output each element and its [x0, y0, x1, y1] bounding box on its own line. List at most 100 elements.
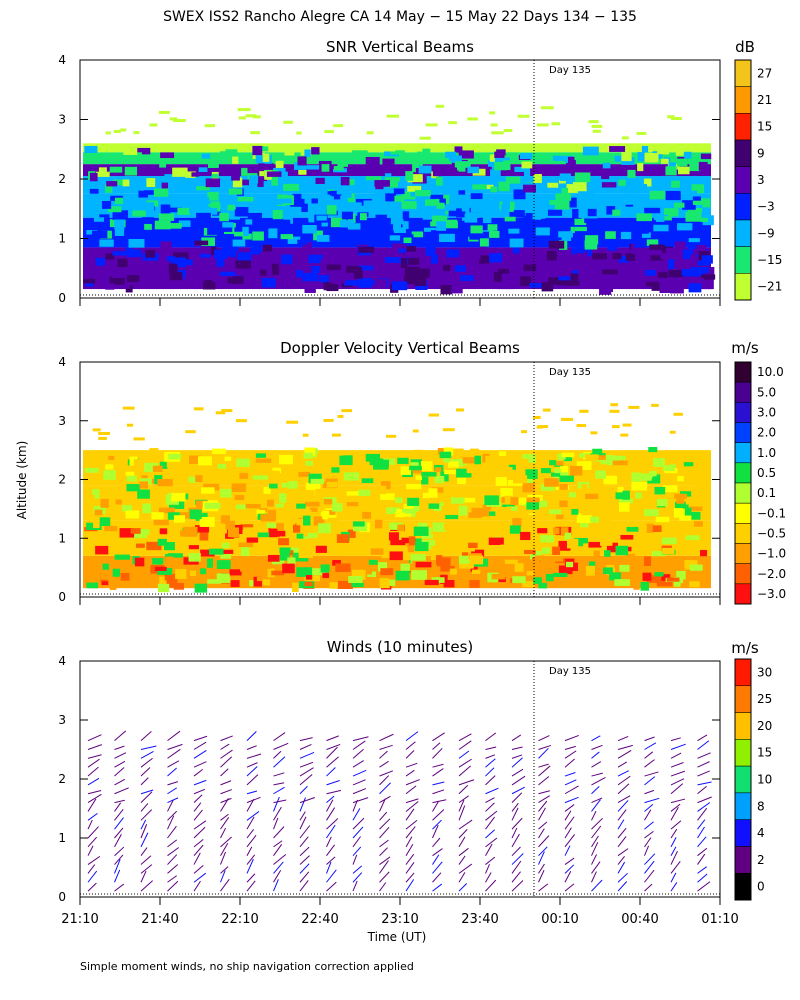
- colorbar-label: 2.0: [757, 426, 776, 440]
- colorbar-label: 10.0: [757, 365, 784, 379]
- colorbar-label: 30: [757, 665, 772, 679]
- colorbar-swatch: [734, 523, 752, 544]
- colorbar-label: 15: [757, 746, 772, 760]
- colorbar-label: −9: [757, 226, 775, 240]
- colorbar-swatch: [734, 872, 752, 901]
- x-tick-label: 21:40: [141, 912, 178, 927]
- y-tick-label: 1: [58, 531, 66, 545]
- y-tick-label: 2: [58, 172, 66, 186]
- y-tick-label: 1: [58, 831, 66, 845]
- colorbar-label: 1.0: [757, 446, 776, 460]
- colorbar-label: 20: [757, 719, 772, 733]
- y-tick-label: 3: [58, 113, 66, 127]
- snr-panel-title: SNR Vertical Beams: [326, 38, 474, 56]
- colorbar-swatch: [734, 502, 752, 524]
- colorbar-swatch: [734, 658, 752, 687]
- doppler-panel-title: Doppler Velocity Vertical Beams: [280, 339, 520, 357]
- colorbar-swatch: [734, 273, 752, 301]
- colorbar-swatch: [734, 381, 752, 403]
- x-tick-label: 23:10: [381, 912, 418, 927]
- day-marker-label: Day 135: [549, 367, 591, 378]
- figure-title: SWEX ISS2 Rancho Alegre CA 14 May − 15 M…: [163, 9, 637, 25]
- colorbar-swatch: [734, 712, 752, 740]
- snr-field: [83, 104, 716, 295]
- colorbar-label: −3: [757, 200, 775, 214]
- day-marker-label: Day 135: [549, 65, 591, 76]
- y-tick-label: 4: [58, 53, 66, 67]
- colorbar-frame: [734, 658, 752, 901]
- footnote: Simple moment winds, no ship navigation …: [80, 960, 414, 973]
- colorbar-label: −0.1: [757, 506, 786, 520]
- winds-plot: Day 135 0 1 2 3 4 21:10 21:40 22:10 22:40 23:10 23:…: [58, 654, 738, 927]
- wind-barbs: [87, 730, 712, 892]
- colorbar-label: 0.5: [757, 466, 776, 480]
- y-tick-label: 4: [58, 654, 66, 668]
- colorbar-label: 0.1: [757, 486, 776, 500]
- colorbar-swatch: [734, 765, 752, 794]
- colorbar-swatch: [734, 402, 752, 423]
- colorbar-swatch: [734, 685, 752, 713]
- colorbar-swatch: [734, 583, 752, 605]
- colorbar-swatch: [734, 543, 752, 564]
- colorbar-label: 10: [757, 773, 772, 787]
- doppler-colorbar: 10.0 5.0 3.0 2.0 1.0 0.5 0.1 −0.1 −0.5 −1.0 −2.0 −3…: [734, 361, 786, 605]
- day-marker-label: Day 135: [549, 666, 591, 677]
- y-tick-label: 0: [58, 291, 66, 305]
- colorbar-swatch: [734, 442, 752, 464]
- colorbar-label: 5.0: [757, 385, 776, 399]
- doppler-field: [83, 403, 711, 593]
- colorbar-swatch: [734, 792, 752, 820]
- x-tick-label: 00:40: [621, 912, 658, 927]
- snr-colorbar: 27 21 15 9 3 −3 −9 −15 −21: [734, 59, 782, 301]
- doppler-colorbar-unit: m/s: [731, 339, 759, 357]
- colorbar-swatch: [734, 219, 752, 247]
- winds-panel-title: Winds (10 minutes): [327, 638, 474, 656]
- x-tick-label: 00:10: [541, 912, 578, 927]
- colorbar-swatch: [734, 563, 752, 585]
- y-tick-label: 0: [58, 890, 66, 904]
- colorbar-label: 21: [757, 93, 772, 107]
- colorbar-swatch: [734, 59, 752, 87]
- colorbar-label: −21: [757, 280, 782, 294]
- colorbar-swatch: [734, 739, 752, 767]
- colorbar-swatch: [734, 139, 752, 167]
- y-axis-label: Altitude (km): [15, 441, 29, 520]
- colorbar-label: 2: [757, 853, 765, 867]
- colorbar-swatch: [734, 846, 752, 874]
- colorbar-label: 3.0: [757, 405, 776, 419]
- y-tick-label: 2: [58, 772, 66, 786]
- colorbar-label: 3: [757, 173, 765, 187]
- colorbar-label: −2.0: [757, 567, 786, 581]
- y-tick-label: 3: [58, 414, 66, 428]
- doppler-plot: Day 135 0 1 2 3 4: [58, 355, 721, 605]
- colorbar-label: −3.0: [757, 587, 786, 601]
- y-tick-label: 1: [58, 232, 66, 246]
- colorbar-frame: [734, 59, 752, 301]
- colorbar-label: 27: [757, 66, 772, 80]
- colorbar-swatch: [734, 246, 752, 274]
- colorbar-label: 0: [757, 880, 765, 894]
- colorbar-frame: [734, 361, 752, 605]
- x-tick-label: 22:40: [301, 912, 338, 927]
- snr-colorbar-unit: dB: [735, 38, 755, 56]
- colorbar-swatch: [734, 462, 752, 484]
- colorbar-swatch: [734, 361, 752, 383]
- x-tick-label: 23:40: [461, 912, 498, 927]
- x-tick-label: 22:10: [221, 912, 258, 927]
- y-tick-label: 3: [58, 713, 66, 727]
- y-tick-label: 2: [58, 473, 66, 487]
- colorbar-swatch: [734, 482, 752, 504]
- y-tick-label: 4: [58, 355, 66, 369]
- colorbar-swatch: [734, 193, 752, 221]
- colorbar-label: 8: [757, 799, 765, 813]
- colorbar-label: −15: [757, 253, 782, 267]
- colorbar-label: 25: [757, 692, 772, 706]
- colorbar-label: 15: [757, 120, 772, 134]
- winds-colorbar-unit: m/s: [731, 639, 759, 657]
- colorbar-swatch: [734, 819, 752, 847]
- snr-plot: Day 135 0 1 2 3 4: [58, 53, 721, 306]
- colorbar-label: −1.0: [757, 547, 786, 561]
- colorbar-swatch: [734, 422, 752, 443]
